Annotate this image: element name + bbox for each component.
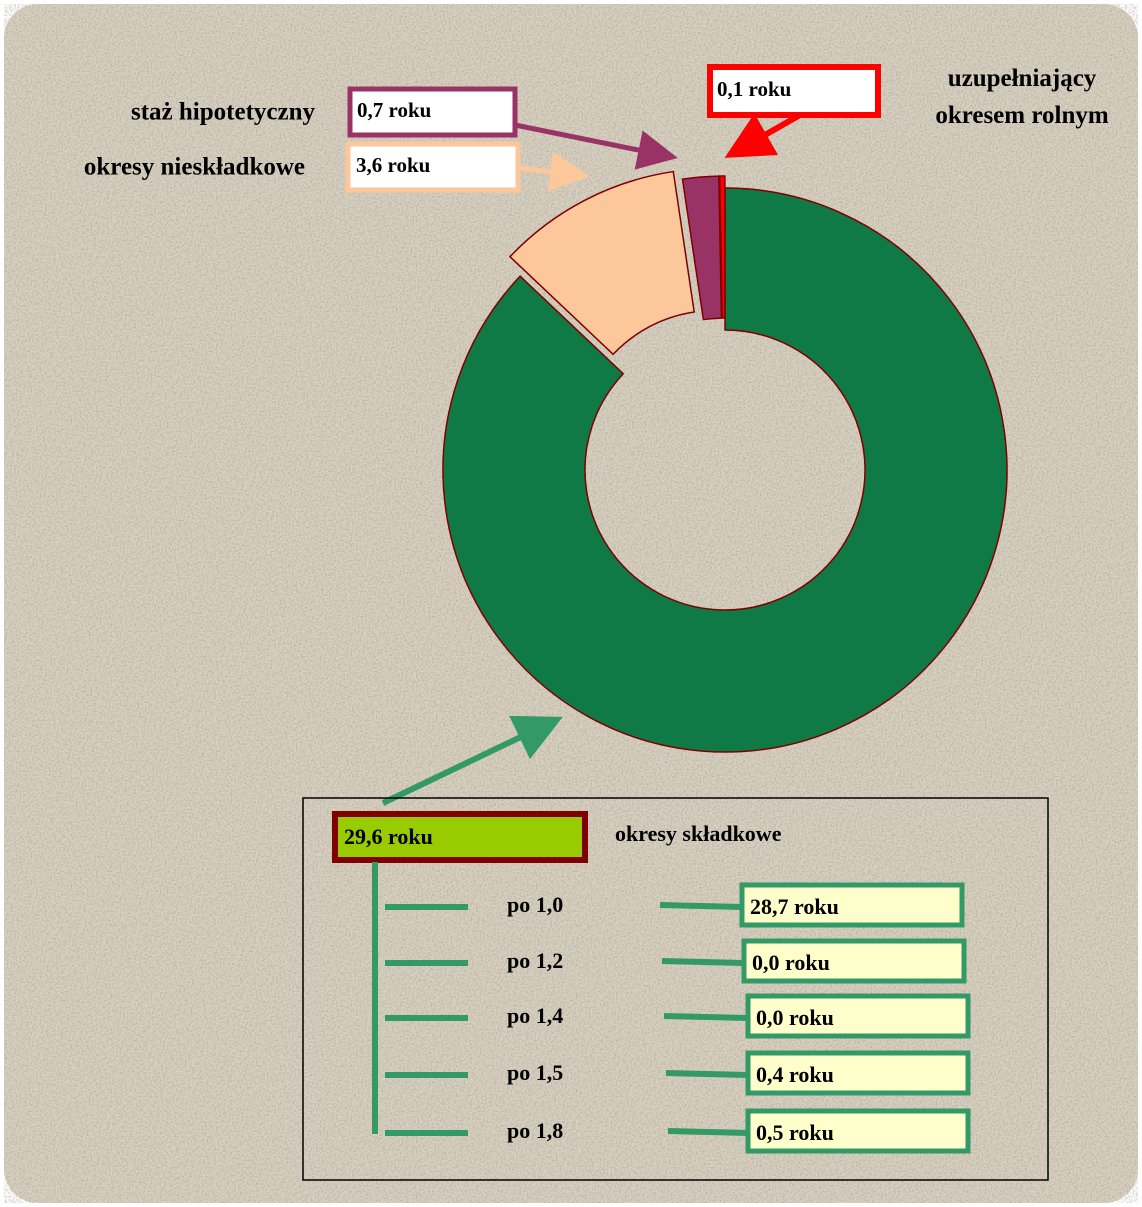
breakdown-value: 0,0 roku <box>756 1005 834 1030</box>
breakdown-value: 0,0 roku <box>752 950 830 975</box>
value-label: 0,7 roku <box>357 98 432 122</box>
breakdown-category: po 1,8 <box>507 1118 563 1143</box>
breakdown-value: 0,5 roku <box>756 1120 834 1145</box>
breakdown-rows: po 1,0 28,7 roku po 1,2 0,0 roku po 1,4 0,0 r… <box>385 882 971 1154</box>
value-label: 29,6 roku <box>344 824 433 849</box>
donut-segment <box>508 170 696 356</box>
total-box <box>332 811 588 863</box>
donut-segment <box>718 175 726 319</box>
breakdown-category: po 1,2 <box>507 948 563 973</box>
category-label: okresy składkowe <box>615 821 782 846</box>
donut-segment <box>681 175 723 321</box>
breakdown-value: 0,4 roku <box>756 1062 834 1087</box>
breakdown-value: 28,7 roku <box>750 894 839 919</box>
category-label: uzupełniający okresem rolnym <box>935 65 1109 129</box>
arrow <box>517 151 590 192</box>
value-label: 3,6 roku <box>356 153 431 177</box>
breakdown-panel <box>302 797 1049 1181</box>
connector <box>667 1128 749 1136</box>
label-box <box>347 86 518 138</box>
breakdown-box <box>745 993 971 1039</box>
value-label: 0,1 roku <box>717 77 792 101</box>
donut <box>442 170 1008 753</box>
arrow <box>514 122 678 170</box>
connector <box>663 1013 749 1021</box>
breakdown-box <box>745 1050 971 1096</box>
connector <box>665 1070 749 1078</box>
breakdown-category: po 1,0 <box>507 892 563 917</box>
label-box <box>707 64 881 118</box>
label-box <box>345 141 521 193</box>
arrow <box>381 715 563 806</box>
breakdown-category: po 1,4 <box>507 1003 563 1028</box>
breakdown-box <box>745 1108 971 1154</box>
arrow <box>724 112 802 158</box>
breakdown-category: po 1,5 <box>507 1060 563 1085</box>
category-label: okresy nieskładkowe <box>84 154 305 181</box>
breakdown-box <box>741 938 967 984</box>
connector <box>661 958 745 966</box>
donut-segment <box>442 187 1008 753</box>
connector <box>659 902 743 910</box>
breakdown-box <box>739 882 965 928</box>
category-label: staż hipotetyczny <box>131 99 315 126</box>
